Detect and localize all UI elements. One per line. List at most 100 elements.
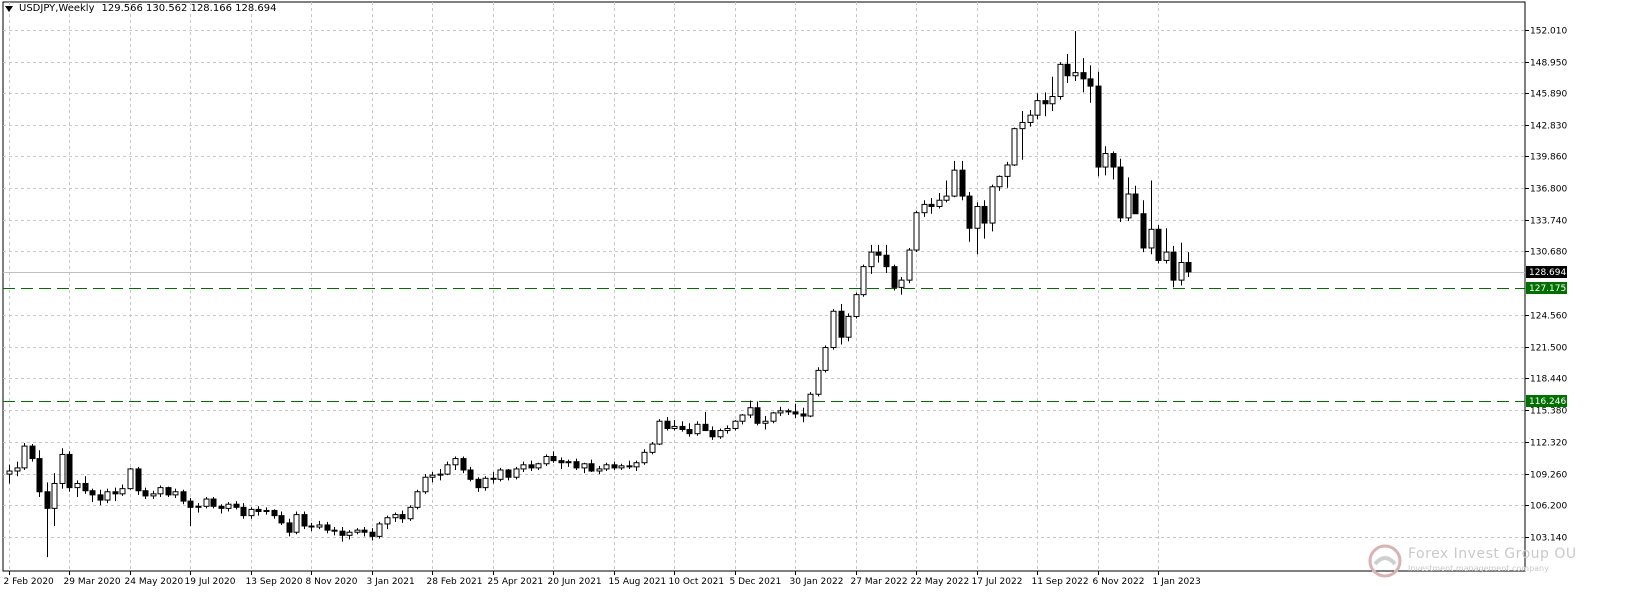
y-tick-label: 109.260	[1530, 471, 1567, 481]
candle-body	[641, 451, 648, 464]
candle-body	[565, 461, 572, 464]
x-tick-label: 29 Mar 2020	[64, 577, 121, 587]
candle-body	[1140, 213, 1147, 249]
y-tick-label: 130.680	[1530, 248, 1567, 258]
candle-body	[354, 529, 361, 533]
plot-area	[2, 1, 1526, 572]
candle-body	[732, 420, 739, 429]
level-price-label: 116.246	[1529, 397, 1566, 407]
candle-body	[1049, 96, 1056, 105]
candle-body	[467, 469, 474, 480]
current-price-label-bg	[1526, 266, 1567, 278]
candle-body	[407, 506, 414, 520]
x-tick-label: 8 Nov 2020	[306, 577, 358, 587]
candle-body	[671, 425, 678, 429]
x-tick-label: 11 Sep 2022	[1032, 577, 1089, 587]
candle-body	[626, 465, 633, 468]
candle-body	[702, 423, 709, 432]
candle-body	[505, 469, 512, 478]
candle-body	[686, 429, 693, 435]
candle-body	[104, 491, 111, 501]
x-tick-label: 19 Jul 2020	[185, 577, 236, 587]
x-tick-label: 20 Jun 2021	[548, 577, 602, 587]
candle-body	[399, 514, 406, 520]
candle-body	[860, 266, 867, 296]
candle-body	[165, 487, 172, 496]
candle-body	[588, 463, 595, 472]
y-tick-label: 139.860	[1530, 153, 1567, 163]
candle-body	[921, 203, 928, 214]
candle-body	[1034, 100, 1041, 116]
candle-body	[1095, 85, 1102, 168]
candle-body	[51, 482, 58, 509]
watermark: Forex Invest Group OU Investment managem…	[1368, 544, 1576, 578]
candle-body	[346, 531, 353, 536]
candle-body	[1057, 63, 1064, 98]
candle-body	[263, 509, 270, 512]
y-tick-label: 115.380	[1530, 407, 1567, 417]
candle-body	[331, 529, 338, 532]
candle-body	[1163, 251, 1170, 261]
candle-body	[581, 463, 588, 469]
level-price-label-bg	[1526, 395, 1567, 407]
candle-body	[800, 413, 807, 417]
candle-body	[1178, 261, 1185, 281]
x-tick-label: 5 Dec 2021	[730, 577, 782, 587]
x-tick-label: 3 Jan 2021	[367, 577, 415, 587]
dropdown-triangle-icon[interactable]	[5, 5, 13, 12]
candle-body	[853, 294, 860, 317]
candle-body	[1011, 128, 1018, 166]
candle-body	[845, 315, 852, 338]
candle-body	[97, 494, 104, 501]
candle-body	[709, 430, 716, 438]
candle-body	[293, 514, 300, 533]
candle-body	[14, 467, 21, 472]
candle-body	[429, 474, 436, 478]
y-tick-label: 121.500	[1530, 344, 1567, 354]
candle-body	[656, 420, 663, 445]
candle-body	[482, 477, 489, 489]
candle-body	[1155, 228, 1162, 261]
candle-body	[172, 491, 179, 496]
y-tick-label: 142.830	[1530, 122, 1567, 132]
candle-body	[1170, 251, 1177, 281]
candle-body	[157, 487, 164, 495]
candle-body	[150, 493, 157, 497]
candle-body	[74, 482, 81, 489]
watermark-name: Forex Invest Group OU	[1408, 546, 1577, 562]
candle-body	[127, 468, 134, 490]
candle-body	[875, 251, 882, 256]
candle-body	[664, 420, 671, 429]
candle-body	[777, 410, 784, 414]
candle-body	[535, 463, 542, 469]
watermark-tagline: Investment management company	[1408, 564, 1549, 573]
candle-body	[66, 453, 73, 489]
candle-body	[376, 523, 383, 537]
symbol-label: USDJPY,Weekly	[19, 3, 95, 14]
company-logo-icon	[1368, 544, 1402, 578]
candle-body	[528, 464, 535, 469]
candle-body	[959, 169, 966, 197]
candle-body	[1102, 153, 1109, 168]
candle-body	[142, 490, 149, 497]
candle-body	[1117, 166, 1124, 219]
candle-body	[1004, 164, 1011, 177]
candle-body	[475, 478, 482, 489]
candle-body	[437, 473, 444, 476]
candle-body	[1110, 153, 1117, 168]
candle-body	[497, 469, 504, 480]
candle-body	[792, 411, 799, 415]
candle-body	[520, 464, 527, 470]
y-tick-label: 124.560	[1530, 312, 1567, 322]
candle-body	[936, 199, 943, 207]
candle-body	[1064, 63, 1071, 77]
candle-body	[135, 468, 142, 492]
candle-body	[943, 195, 950, 201]
candle-body	[1042, 100, 1049, 105]
x-tick-label: 1 Jan 2023	[1153, 577, 1201, 587]
candle-body	[807, 393, 814, 417]
candle-body	[339, 530, 346, 536]
y-tick-label: 152.010	[1530, 27, 1567, 37]
candle-body	[248, 508, 255, 517]
